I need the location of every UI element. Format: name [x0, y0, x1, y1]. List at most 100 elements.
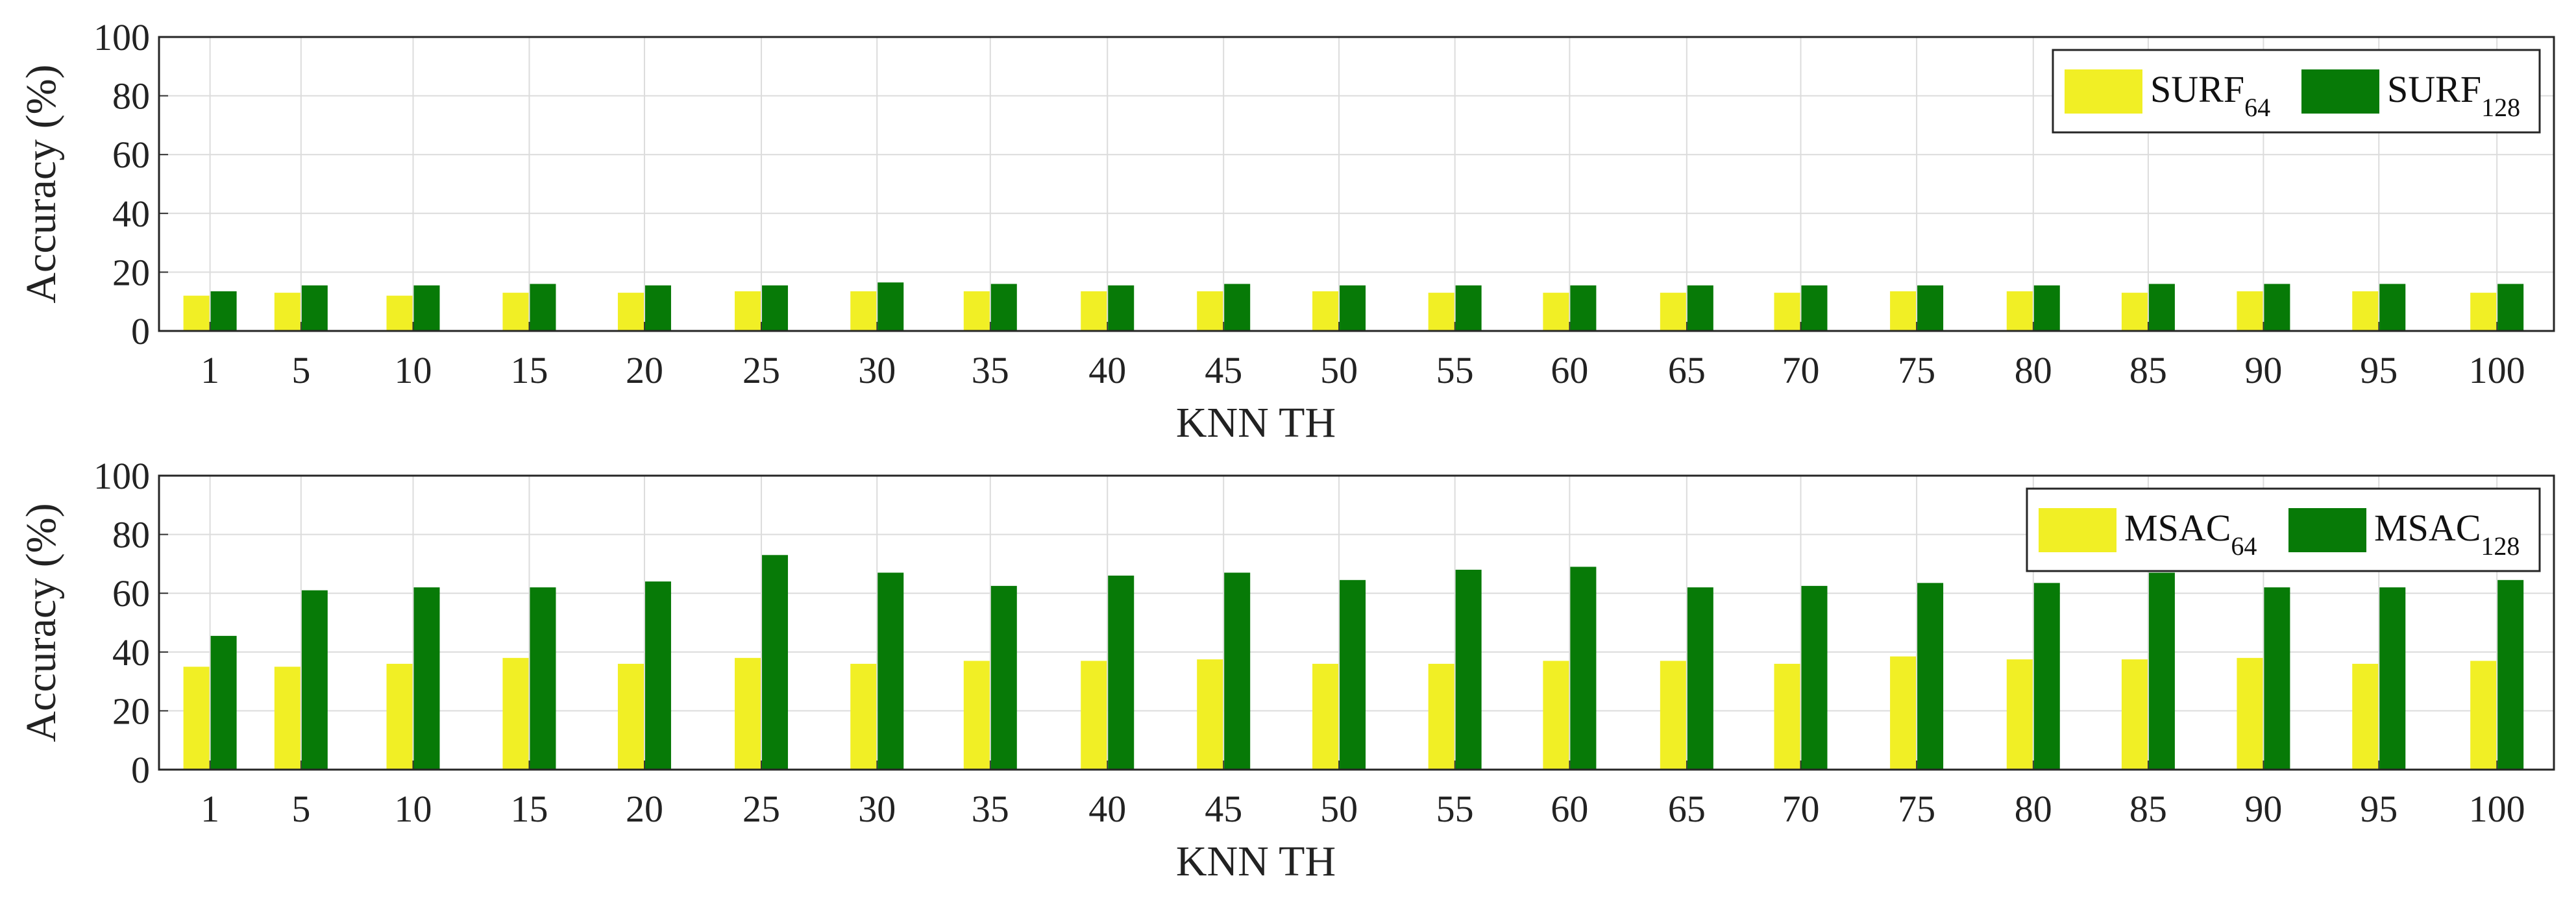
bar — [644, 285, 671, 331]
bar — [274, 293, 301, 331]
bar — [2352, 663, 2379, 770]
bar — [1570, 285, 1597, 331]
x-tick-label: 50 — [1320, 788, 1358, 830]
bar — [850, 663, 877, 770]
bar — [1774, 663, 1800, 770]
bar — [274, 666, 301, 770]
bar — [2379, 587, 2406, 770]
bar — [2237, 657, 2263, 770]
bar — [1224, 284, 1251, 331]
x-tick-label: 50 — [1320, 349, 1358, 391]
bar — [210, 635, 237, 770]
bar — [2121, 659, 2148, 770]
x-tick-label: 85 — [2129, 349, 2167, 391]
bar — [762, 285, 789, 331]
y-tick-label: 60 — [112, 134, 150, 176]
y-tick-label: 20 — [112, 251, 150, 293]
bar — [2497, 284, 2524, 331]
bar — [2033, 583, 2060, 770]
legend-entry-label: SURF64 — [2150, 68, 2270, 122]
bar — [963, 291, 990, 331]
x-tick-label: 15 — [510, 788, 548, 830]
x-tick-label: 45 — [1205, 349, 1242, 391]
x-tick-label: 60 — [1551, 788, 1588, 830]
bar — [990, 585, 1017, 770]
bar — [183, 666, 210, 770]
y-axis-label: Accuracy (%) — [18, 64, 65, 303]
bar — [2148, 284, 2175, 331]
bar — [963, 661, 990, 770]
y-tick-label: 80 — [112, 514, 150, 556]
x-tick-label: 65 — [1668, 349, 1706, 391]
bar — [1660, 293, 1686, 331]
bar — [1801, 285, 1828, 331]
x-tick-label: 70 — [1782, 788, 1819, 830]
x-tick-label: 60 — [1551, 349, 1588, 391]
x-tick-label: 1 — [201, 788, 219, 830]
bar — [1312, 663, 1339, 770]
bar — [617, 663, 644, 770]
x-tick-label: 20 — [626, 349, 663, 391]
bar — [1312, 291, 1339, 331]
x-axis-label: KNN TH — [1176, 838, 1336, 885]
bar — [386, 663, 413, 770]
bar — [502, 293, 529, 331]
y-tick-label: 100 — [93, 16, 150, 58]
y-tick-label: 40 — [112, 193, 150, 235]
x-tick-label: 5 — [291, 349, 310, 391]
bar — [2497, 579, 2524, 770]
bar — [1224, 572, 1251, 770]
x-tick-label: 45 — [1205, 788, 1242, 830]
bar — [2470, 661, 2497, 770]
y-tick-label: 0 — [131, 310, 150, 352]
bar — [850, 291, 877, 331]
legend-series-name: MSAC — [2374, 507, 2481, 549]
bar — [2121, 293, 2148, 331]
legend: MSAC64 MSAC128 — [2026, 487, 2541, 572]
bar — [1108, 285, 1135, 331]
bar — [735, 291, 761, 331]
bar — [1340, 579, 1366, 770]
legend-swatch — [2301, 69, 2379, 114]
bar — [1774, 293, 1800, 331]
x-tick-label: 80 — [2015, 349, 2052, 391]
bar — [2264, 284, 2290, 331]
legend-entry-label: MSAC64 — [2124, 507, 2257, 561]
bar — [530, 587, 556, 770]
bar — [1428, 293, 1454, 331]
series-0-bars — [183, 291, 2497, 331]
bar — [2148, 572, 2175, 770]
x-tick-label: 65 — [1668, 788, 1706, 830]
legend-swatch — [2039, 508, 2116, 552]
plot-frame — [158, 474, 2555, 771]
bar — [2237, 291, 2263, 331]
bar — [2006, 291, 2033, 331]
x-tick-label: 70 — [1782, 349, 1819, 391]
x-tick-label: 40 — [1088, 788, 1126, 830]
x-tick-label: 20 — [626, 788, 663, 830]
bar — [1801, 585, 1828, 770]
bar — [990, 284, 1017, 331]
x-axis-label: KNN TH — [1176, 399, 1336, 446]
bar — [2352, 291, 2379, 331]
bar — [2470, 293, 2497, 331]
legend-swatch — [2065, 69, 2142, 114]
y-tick-label: 0 — [131, 749, 150, 791]
bar — [1081, 291, 1107, 331]
y-tick-label: 20 — [112, 690, 150, 732]
bar — [1890, 656, 1917, 770]
x-tick-label: 90 — [2244, 349, 2282, 391]
legend-series-name: MSAC — [2124, 507, 2231, 549]
bar — [1428, 663, 1454, 770]
x-tick-label: 10 — [395, 788, 432, 830]
bar — [762, 555, 789, 770]
bar — [644, 581, 671, 770]
bar — [1543, 661, 1569, 770]
y-tick-label: 60 — [112, 572, 150, 615]
bar — [1543, 293, 1569, 331]
series-1-bars — [210, 282, 2524, 331]
x-tick-label: 75 — [1898, 788, 1935, 830]
bar — [1197, 659, 1223, 770]
x-tick-label: 5 — [291, 788, 310, 830]
legend-series-subscript: 128 — [2481, 531, 2520, 561]
